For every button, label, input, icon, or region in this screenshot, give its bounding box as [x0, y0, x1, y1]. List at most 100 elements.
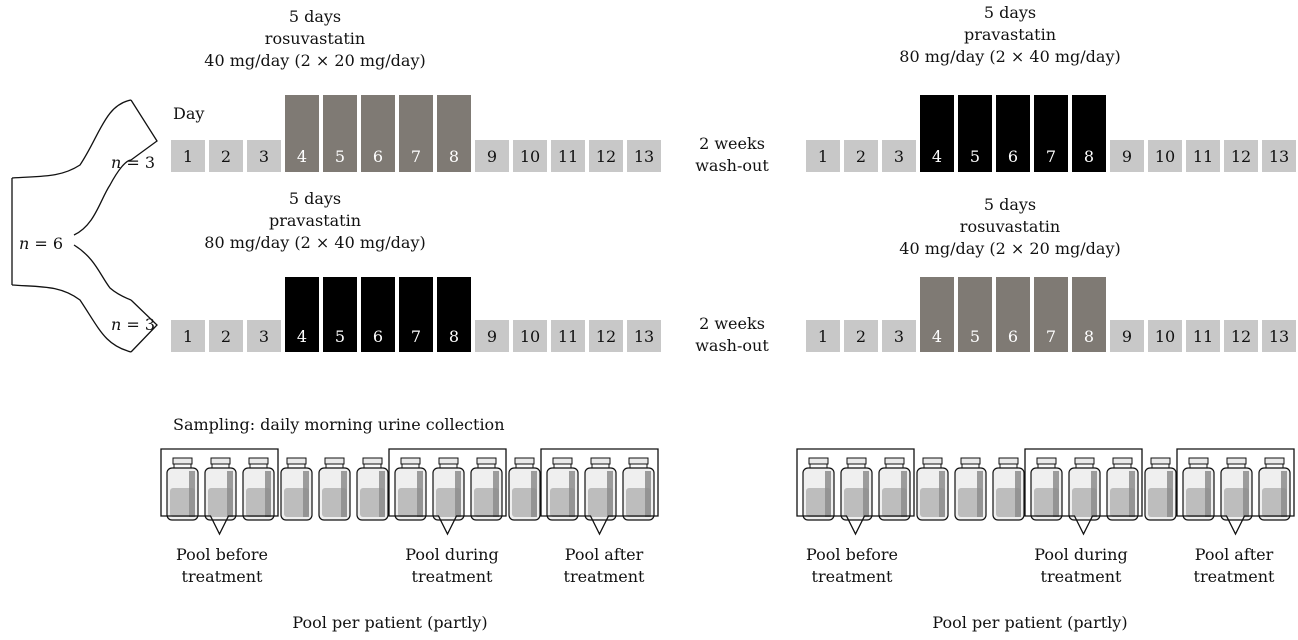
bottle-cap	[590, 457, 611, 465]
bottle-shade	[977, 471, 983, 517]
day-number: 3	[894, 147, 904, 166]
urine-bottle	[356, 457, 389, 521]
bottle-shade	[1129, 471, 1135, 517]
urine-bottle	[166, 457, 199, 521]
bottle-cap	[514, 457, 535, 465]
urine-fill	[1110, 488, 1135, 517]
bottle-shade	[939, 471, 945, 517]
urine-fill	[958, 488, 983, 517]
duration-label: 5 days	[288, 7, 342, 26]
urine-bottle	[954, 457, 987, 521]
pool-box-1	[160, 448, 279, 536]
day-number: 6	[1008, 327, 1018, 346]
day-number: 3	[894, 327, 904, 346]
drug-label: rosuvastatin	[959, 217, 1061, 236]
day-number: 9	[1122, 147, 1132, 166]
group2-period2-header: 5 days rosuvastatin 40 mg/day (2 × 20 mg…	[899, 194, 1120, 260]
day-cell	[171, 140, 205, 172]
n-group1-value: = 3	[121, 153, 156, 172]
arrow-group1-upper	[11, 99, 132, 179]
day-number: 4	[932, 147, 942, 166]
day-cell	[806, 140, 840, 172]
bottle-shade	[863, 471, 869, 517]
urine-bottle	[1220, 457, 1253, 521]
day-number: 12	[1231, 147, 1251, 166]
washout-label-group1: 2 weeks wash-out	[695, 133, 769, 177]
bottle-shade	[1167, 471, 1173, 517]
day-cell	[844, 320, 878, 352]
treatment-day-cell	[285, 95, 319, 172]
urine-bottle	[432, 457, 465, 521]
group2-period1-header: 5 days pravastatin 80 mg/day (2 × 40 mg/…	[204, 188, 425, 254]
urine-bottle	[508, 457, 541, 521]
urine-fill	[322, 488, 347, 517]
duration-label: 5 days	[288, 189, 342, 208]
urine-fill	[550, 488, 575, 517]
bottle-cap	[324, 457, 345, 465]
bottle-shade	[379, 471, 385, 517]
bottle-cap	[362, 457, 383, 465]
bottle-cap	[172, 457, 193, 465]
day-number: 12	[1231, 327, 1251, 346]
urine-fill	[170, 488, 195, 517]
day-number: 4	[932, 327, 942, 346]
day-number: 8	[449, 327, 459, 346]
day-number: 7	[411, 147, 421, 166]
day-number: 1	[183, 147, 193, 166]
bottle-shade	[1015, 471, 1021, 517]
bottle-shade	[1205, 471, 1211, 517]
day-strip-3: 1 2 3 4 5 6 7 8 9 10 11 12 13	[171, 277, 661, 352]
treatment-day-cell	[920, 277, 954, 352]
day-number: 11	[1193, 147, 1213, 166]
bottle-shade	[1053, 471, 1059, 517]
day-number: 8	[1084, 327, 1094, 346]
urine-bottles-left	[160, 448, 659, 536]
urine-bottle	[546, 457, 579, 521]
day-number: 9	[487, 327, 497, 346]
bottle-cap	[808, 457, 829, 465]
pool-per-patient-right: Pool per patient (partly)	[932, 613, 1128, 632]
bottle-cap	[1036, 457, 1057, 465]
drug-label: rosuvastatin	[264, 29, 366, 48]
day-number: 2	[856, 327, 866, 346]
day-cell	[513, 320, 547, 352]
urine-fill	[588, 488, 613, 517]
duration-label: 5 days	[983, 195, 1037, 214]
bottle-shade	[227, 471, 233, 517]
bottle-shade	[493, 471, 499, 517]
day-cell	[475, 320, 509, 352]
group1-period1-header: 5 days rosuvastatin 40 mg/day (2 × 20 mg…	[204, 6, 425, 72]
day-cell	[171, 320, 205, 352]
day-number: 5	[970, 147, 980, 166]
urine-bottle	[1030, 457, 1063, 521]
bottle-cap	[286, 457, 307, 465]
day-cell	[1224, 140, 1258, 172]
drug-label: pravastatin	[963, 25, 1057, 44]
treatment-day-cell	[1034, 277, 1068, 352]
pool-line1: Pool after	[1194, 545, 1274, 564]
urine-fill	[360, 488, 385, 517]
day-cell	[627, 320, 661, 352]
day-cell	[589, 140, 623, 172]
pool-box-3	[1176, 448, 1295, 536]
day-cell	[1148, 320, 1182, 352]
bottle-shade	[531, 471, 537, 517]
bottle-cap	[1188, 457, 1209, 465]
urine-fill	[398, 488, 423, 517]
urine-fill	[1148, 488, 1173, 517]
treatment-day-cell	[323, 277, 357, 352]
treatment-day-cell	[1034, 95, 1068, 172]
day-cell	[1148, 140, 1182, 172]
day-cell	[247, 140, 281, 172]
day-cell	[551, 140, 585, 172]
day-cell	[844, 140, 878, 172]
treatment-day-cell	[1072, 95, 1106, 172]
day-number: 8	[449, 147, 459, 166]
bottle-cap	[1226, 457, 1247, 465]
day-label: Day	[173, 104, 205, 123]
urine-bottle	[1106, 457, 1139, 521]
day-number: 4	[297, 147, 307, 166]
bottle-cap	[1074, 457, 1095, 465]
pool-after-label-left: Pool after treatment	[564, 544, 645, 588]
